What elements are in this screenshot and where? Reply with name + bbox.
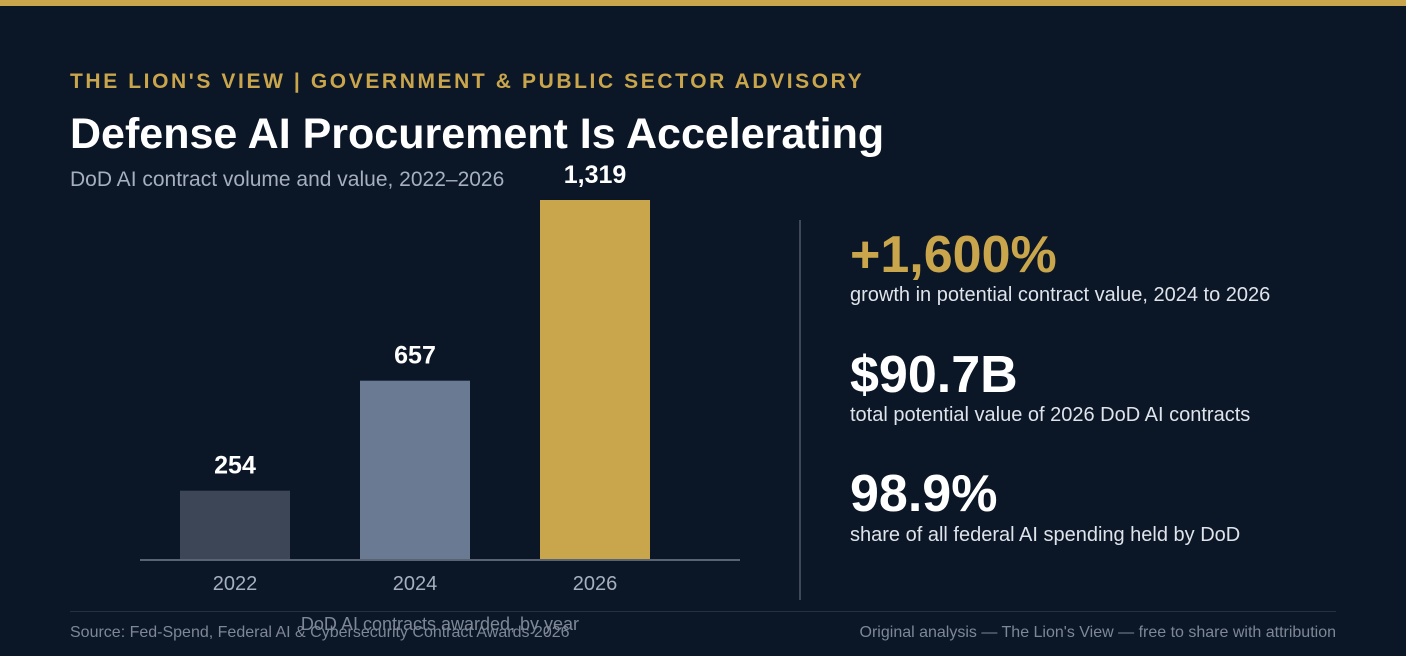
- source-note: Source: Fed-Spend, Federal AI & Cybersec…: [70, 624, 570, 641]
- stat-label-growth: growth in potential contract value, 2024…: [850, 284, 1271, 306]
- bar-chart: 254 2022 657 2024 1,319 2026 DoD AI contracts …: [140, 161, 740, 634]
- stat-label-share: share of all federal AI spending held by…: [850, 524, 1241, 546]
- bar-2026: [540, 200, 650, 560]
- stat-value-growth: +1,600%: [850, 226, 1057, 284]
- value-label-2026: 1,319: [564, 161, 627, 189]
- bar-2022: [180, 490, 290, 560]
- bar-2024: [360, 380, 470, 560]
- x-tick-2022: 2022: [213, 573, 258, 595]
- stat-value-share: 98.9%: [850, 465, 998, 523]
- stat-label-total: total potential value of 2026 DoD AI con…: [850, 404, 1251, 426]
- page-title: Defense AI Procurement Is Accelerating: [70, 110, 885, 158]
- x-axis-label: DoD AI contracts awarded, by year: [301, 614, 579, 634]
- page-subtitle: DoD AI contract volume and value, 2022–2…: [70, 168, 505, 191]
- value-label-2022: 254: [214, 452, 256, 480]
- attribution-note: Original analysis — The Lion's View — fr…: [859, 624, 1336, 641]
- footer-divider: [70, 611, 1336, 612]
- x-tick-2026: 2026: [573, 573, 618, 595]
- stat-value-total: $90.7B: [850, 346, 1018, 404]
- kicker: THE LION'S VIEW | GOVERNMENT & PUBLIC SE…: [70, 70, 865, 93]
- x-tick-2024: 2024: [393, 573, 438, 595]
- top-accent-bar: [0, 0, 1406, 6]
- vertical-divider: [799, 220, 801, 600]
- value-label-2024: 657: [394, 342, 436, 370]
